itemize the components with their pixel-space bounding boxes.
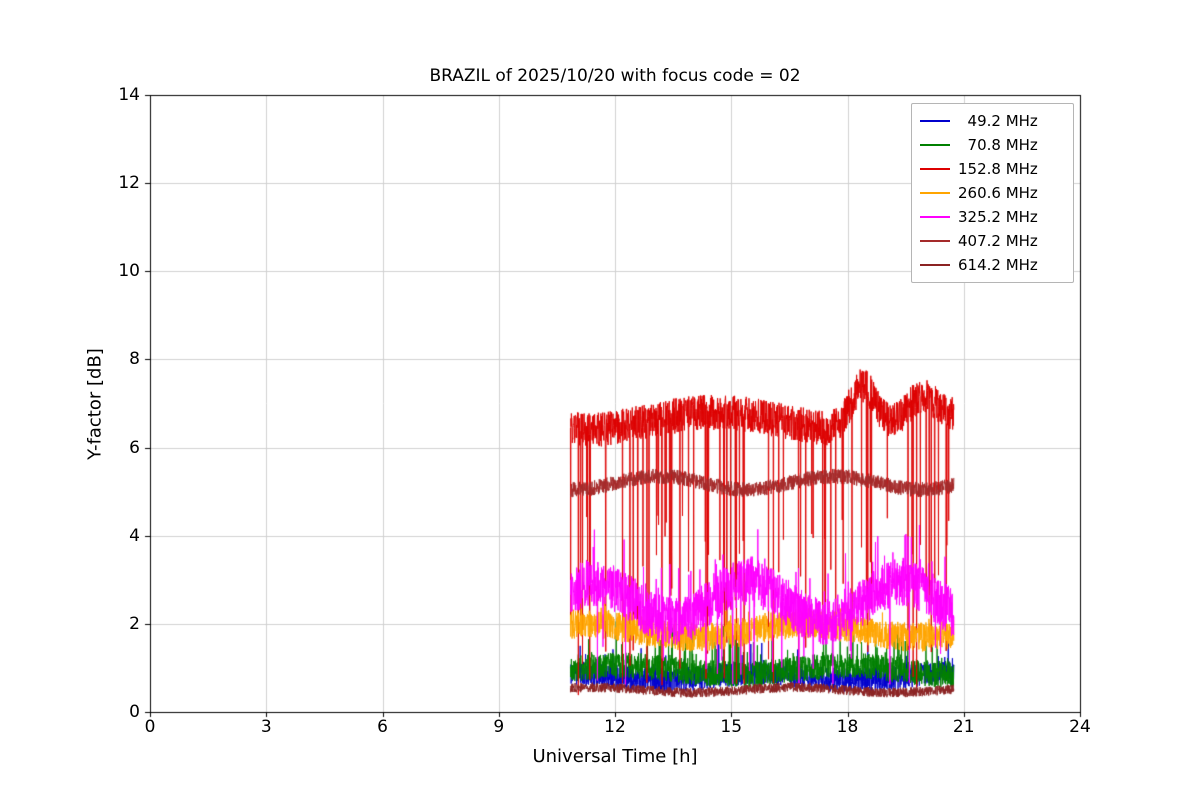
- legend-entry: 407.2 MHz: [920, 229, 1065, 253]
- legend-label: 70.8 MHz: [958, 136, 1038, 154]
- legend: 49.2 MHz 70.8 MHz 152.8 MHz 260.6 MHz 32…: [911, 103, 1074, 283]
- x-tick-label: 12: [604, 717, 626, 737]
- legend-entry: 70.8 MHz: [920, 133, 1065, 157]
- x-tick-label: 15: [720, 717, 743, 737]
- legend-label: 49.2 MHz: [958, 112, 1038, 130]
- x-tick-label: 21: [952, 717, 975, 737]
- x-tick-label: 9: [493, 717, 505, 737]
- legend-swatch-152-8-mhz: [920, 168, 950, 170]
- chart-title: BRAZIL of 2025/10/20 with focus code = 0…: [429, 66, 801, 86]
- legend-entry: 325.2 MHz: [920, 205, 1065, 229]
- x-tick-label: 24: [1069, 717, 1091, 737]
- legend-swatch-614-2-mhz: [920, 264, 950, 266]
- x-tick-label: 3: [260, 717, 272, 737]
- x-tick-label: 18: [836, 717, 859, 737]
- y-tick-label: 12: [118, 173, 140, 194]
- x-axis-label: Universal Time [h]: [532, 746, 698, 767]
- legend-label: 614.2 MHz: [958, 256, 1038, 274]
- y-tick-label: 8: [129, 349, 140, 370]
- x-tick-label: 6: [377, 717, 388, 737]
- y-tick-label: 4: [129, 525, 140, 546]
- legend-swatch-70-8-mhz: [920, 144, 950, 146]
- y-tick-label: 14: [118, 85, 140, 105]
- x-tick-label: 0: [144, 717, 156, 737]
- legend-swatch-49-2-mhz: [920, 120, 950, 122]
- y-axis-label-text: Y-factor [dB]: [84, 348, 106, 460]
- legend-entry: 260.6 MHz: [920, 181, 1065, 205]
- legend-label: 325.2 MHz: [958, 208, 1038, 226]
- legend-label: 407.2 MHz: [958, 232, 1038, 250]
- legend-swatch-260-6-mhz: [920, 192, 950, 194]
- y-tick-label: 6: [129, 437, 140, 458]
- y-tick-label: 2: [129, 613, 140, 634]
- y-tick-label: 0: [129, 702, 140, 722]
- legend-entry: 49.2 MHz: [920, 109, 1065, 133]
- legend-entry: 152.8 MHz: [920, 157, 1065, 181]
- legend-swatch-407-2-mhz: [920, 240, 950, 242]
- legend-label: 260.6 MHz: [958, 184, 1038, 202]
- y-tick-label: 10: [118, 261, 140, 282]
- legend-label: 152.8 MHz: [958, 160, 1038, 178]
- legend-entry: 614.2 MHz: [920, 253, 1065, 277]
- legend-swatch-325-2-mhz: [920, 216, 950, 218]
